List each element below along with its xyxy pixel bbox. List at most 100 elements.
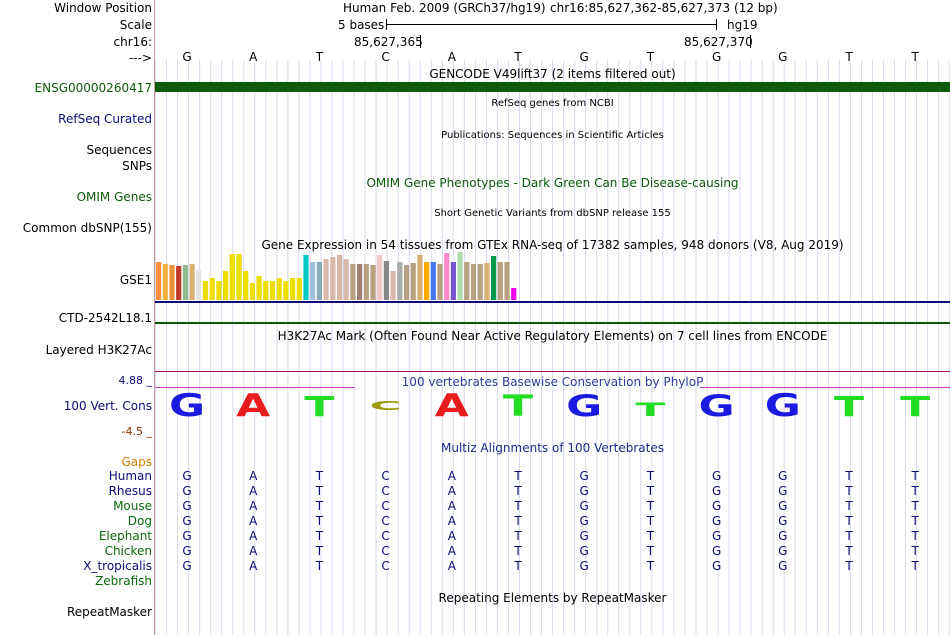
- species-row[interactable]: Human G A T C A T G T G G T T: [0, 469, 950, 484]
- gtex-tissue-bar[interactable]: [390, 271, 396, 300]
- omim-track-label[interactable]: OMIM Genes: [76, 190, 152, 204]
- species-row[interactable]: Dog G A T C A T G T G G T T: [0, 514, 950, 529]
- gtex-tissue-bar[interactable]: [370, 265, 376, 300]
- gtex-tissue-bar[interactable]: [256, 276, 262, 300]
- aligned-base: A: [249, 529, 258, 543]
- gtex-tissue-bar[interactable]: [316, 262, 322, 300]
- gtex-tissue-bar[interactable]: [410, 263, 416, 300]
- species-row[interactable]: Chicken G A T C A T G T G G T T: [0, 544, 950, 559]
- gtex-tissue-bar[interactable]: [310, 262, 316, 300]
- gtex-tissue-bar[interactable]: [350, 264, 356, 300]
- gtex-tissue-bar[interactable]: [290, 278, 296, 300]
- refseq-track-title[interactable]: RefSeq genes from NCBI: [491, 98, 614, 109]
- gtex-tissue-bar[interactable]: [464, 262, 470, 300]
- cons-track-label[interactable]: 100 Vert. Cons: [63, 399, 152, 413]
- aligned-base: A: [249, 469, 258, 483]
- species-name[interactable]: Zebrafish: [95, 574, 152, 588]
- gtex-tissue-bar[interactable]: [336, 255, 343, 300]
- species-name[interactable]: Mouse: [113, 499, 152, 513]
- gtex-tissue-bar[interactable]: [444, 253, 450, 300]
- gtex-tissue-bar[interactable]: [377, 255, 383, 300]
- species-name[interactable]: Dog: [127, 514, 152, 528]
- gtex-tissue-bar[interactable]: [189, 264, 195, 300]
- species-name[interactable]: X_tropicalis: [83, 559, 152, 573]
- gencode-track-title[interactable]: GENCODE V49lift37 (2 items filtered out): [429, 67, 676, 81]
- species-name[interactable]: Rhesus: [108, 484, 152, 498]
- gtex-tissue-bar[interactable]: [491, 256, 497, 300]
- gtex-tissue-bar[interactable]: [397, 262, 403, 300]
- species-row[interactable]: X_tropicalis G A T C A T G T G G T T: [0, 559, 950, 574]
- gtex-tissue-bar[interactable]: [477, 264, 483, 300]
- gtex-tissue-bar[interactable]: [169, 265, 175, 300]
- gtex-tissue-bar[interactable]: [323, 259, 329, 300]
- gtex-tissue-bar[interactable]: [162, 264, 168, 300]
- gtex-tissue-bar[interactable]: [236, 254, 242, 300]
- species-row[interactable]: Zebrafish: [0, 574, 950, 589]
- sequences-label[interactable]: Sequences: [86, 143, 152, 157]
- gtex-tissue-bar[interactable]: [243, 271, 249, 300]
- species-name[interactable]: Human: [108, 469, 152, 483]
- species-name[interactable]: Elephant: [98, 529, 152, 543]
- gtex-tissue-bar[interactable]: [343, 259, 349, 300]
- gtex-tissue-bar[interactable]: [209, 278, 215, 300]
- gtex-tissue-bar[interactable]: [182, 265, 188, 300]
- snps-label[interactable]: SNPs: [122, 159, 152, 173]
- gtex-tissue-bar[interactable]: [263, 281, 269, 300]
- refseq-track-label[interactable]: RefSeq Curated: [58, 112, 152, 126]
- gtex-tissue-bar[interactable]: [470, 264, 477, 300]
- gaps-label[interactable]: Gaps: [121, 455, 152, 469]
- gtex-tissue-bar[interactable]: [202, 281, 209, 300]
- gtex-tissue-bar[interactable]: [276, 278, 282, 300]
- species-row[interactable]: Mouse G A T C A T G T G G T T: [0, 499, 950, 514]
- gtex-tissue-bar[interactable]: [176, 266, 182, 300]
- repeat-track-title[interactable]: Repeating Elements by RepeatMasker: [438, 591, 667, 605]
- gtex-expression-chart[interactable]: [155, 252, 950, 302]
- gtex-tissue-bar[interactable]: [511, 288, 517, 300]
- gtex-tissue-bar[interactable]: [249, 283, 255, 300]
- dbsnp-track-title[interactable]: Short Genetic Variants from dbSNP releas…: [434, 208, 671, 219]
- ctd-gene-line[interactable]: [155, 322, 950, 324]
- gtex-track-label[interactable]: GSE1: [119, 273, 152, 287]
- gtex-tissue-bar[interactable]: [216, 281, 222, 300]
- gtex-tissue-bar[interactable]: [330, 257, 336, 300]
- gtex-tissue-bar[interactable]: [497, 262, 503, 300]
- gtex-tissue-bar[interactable]: [450, 262, 456, 300]
- repeat-track-label[interactable]: RepeatMasker: [66, 605, 152, 619]
- gtex-tissue-bar[interactable]: [457, 252, 463, 300]
- gtex-tissue-bar[interactable]: [430, 262, 436, 300]
- gencode-gene-bar[interactable]: [155, 82, 950, 92]
- gtex-track-title[interactable]: Gene Expression in 54 tissues from GTEx …: [261, 238, 844, 252]
- gtex-tissue-bar[interactable]: [383, 261, 389, 300]
- gtex-tissue-bar[interactable]: [417, 255, 423, 300]
- gtex-tissue-bar[interactable]: [283, 281, 289, 300]
- h3k27ac-track-title[interactable]: H3K27Ac Mark (Often Found Near Active Re…: [277, 329, 828, 343]
- gtex-tissue-bar[interactable]: [424, 262, 430, 300]
- aligned-base: A: [447, 484, 456, 498]
- species-row[interactable]: Elephant G A T C A T G T G G T T: [0, 529, 950, 544]
- multiz-track-title[interactable]: Multiz Alignments of 100 Vertebrates: [440, 441, 665, 455]
- gtex-tissue-bar[interactable]: [363, 264, 369, 300]
- gtex-tissue-bar[interactable]: [357, 264, 363, 300]
- gtex-tissue-bar[interactable]: [437, 264, 443, 300]
- gtex-tissue-bar[interactable]: [156, 262, 162, 300]
- cons-track-title[interactable]: 100 vertebrates Basewise Conservation by…: [401, 375, 704, 389]
- cons-logo-letter: G: [566, 389, 602, 422]
- gtex-tissue-bar[interactable]: [403, 265, 410, 300]
- omim-track-title[interactable]: OMIM Gene Phenotypes - Dark Green Can Be…: [366, 176, 739, 190]
- h3k27ac-track-label[interactable]: Layered H3K27Ac: [45, 343, 152, 357]
- gtex-tissue-bar[interactable]: [223, 271, 229, 300]
- pubs-track-title[interactable]: Publications: Sequences in Scientific Ar…: [441, 130, 664, 141]
- dbsnp-track-label[interactable]: Common dbSNP(155): [22, 221, 152, 235]
- gencode-item-label[interactable]: ENSG00000260417: [34, 81, 152, 95]
- species-name[interactable]: Chicken: [104, 544, 152, 558]
- species-row[interactable]: Rhesus G A T C A T G T G G T T: [0, 484, 950, 499]
- ctd-gene-label[interactable]: CTD-2542L18.1: [58, 311, 152, 325]
- gtex-tissue-bar[interactable]: [504, 262, 510, 300]
- gtex-tissue-bar[interactable]: [229, 254, 235, 300]
- gtex-tissue-bar[interactable]: [484, 263, 490, 300]
- gtex-tissue-bar[interactable]: [269, 281, 276, 300]
- gtex-tissue-bar[interactable]: [196, 270, 202, 300]
- gtex-tissue-bar[interactable]: [296, 278, 302, 300]
- gtex-tissue-bar[interactable]: [303, 255, 309, 300]
